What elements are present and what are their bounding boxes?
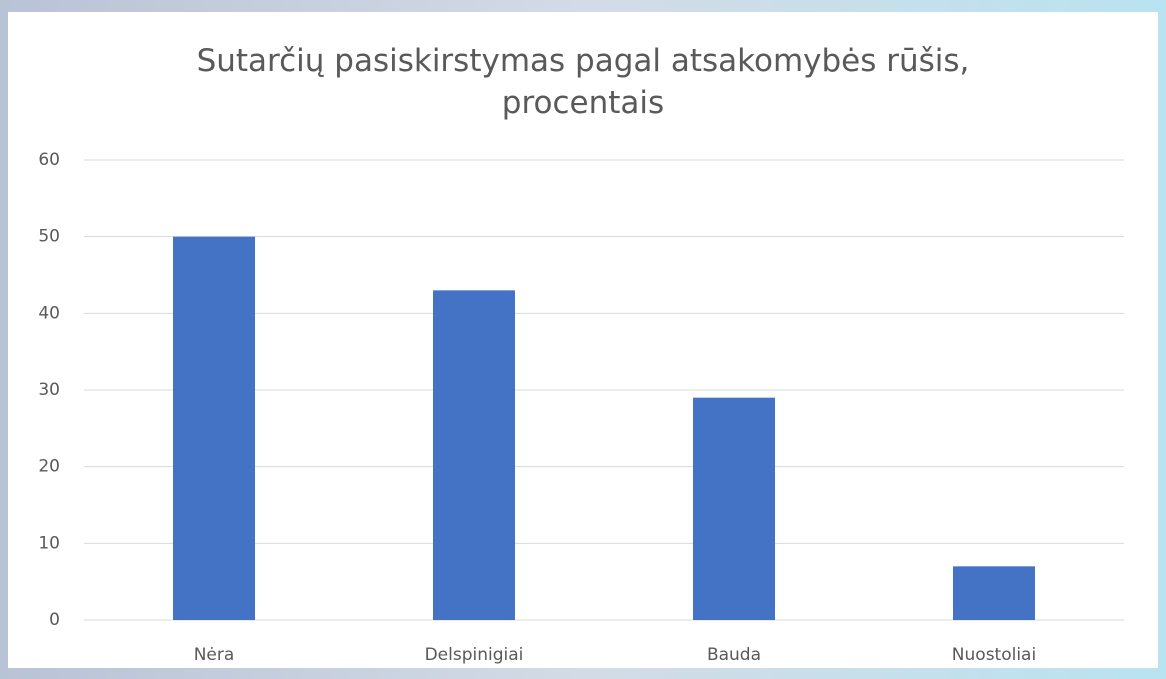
y-tick-label: 10 [38,533,60,553]
y-tick-label: 20 [38,457,60,477]
bar [173,236,255,620]
y-tick-label: 60 [38,150,60,170]
bar [953,566,1035,620]
y-tick-label: 40 [38,303,60,323]
y-tick-label: 50 [38,227,60,247]
x-tick-label: Nuostoliai [952,645,1036,665]
bar [693,397,775,620]
x-tick-label: Bauda [707,645,761,665]
chart-title: Sutarčių pasiskirstymas pagal atsakomybė… [196,43,970,121]
y-tick-label: 0 [49,610,60,630]
bar [433,290,515,620]
x-tick-label: Delspinigiai [425,645,524,665]
x-tick-label: Nėra [194,645,235,665]
y-tick-label: 30 [38,380,60,400]
